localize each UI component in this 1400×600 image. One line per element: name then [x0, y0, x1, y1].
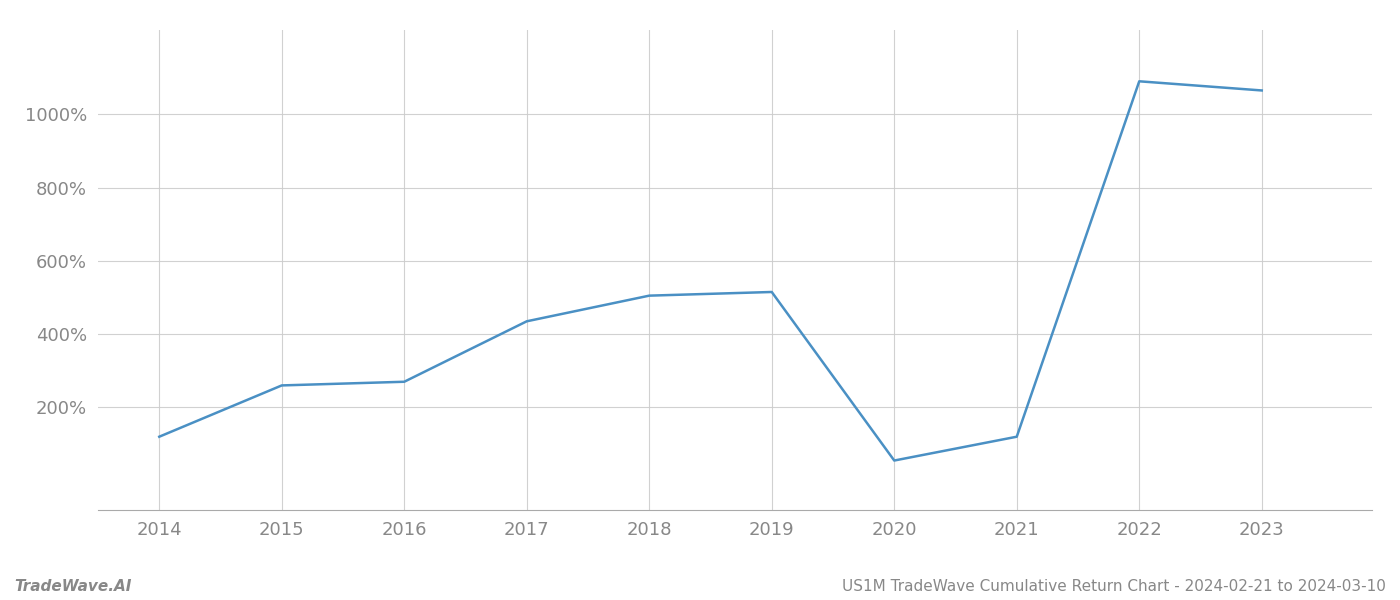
Text: US1M TradeWave Cumulative Return Chart - 2024-02-21 to 2024-03-10: US1M TradeWave Cumulative Return Chart -… [843, 579, 1386, 594]
Text: TradeWave.AI: TradeWave.AI [14, 579, 132, 594]
